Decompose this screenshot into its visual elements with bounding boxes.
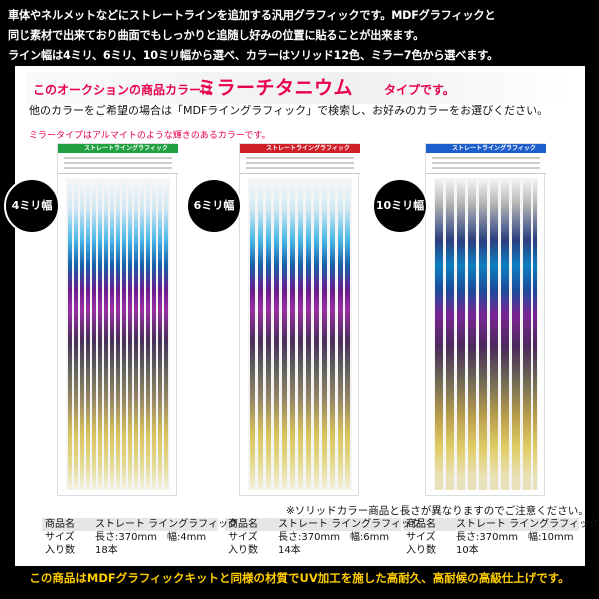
label-text: ストレートライングラフィック <box>452 145 536 152</box>
width-badge-6mm: 6ミリ幅 <box>186 178 242 234</box>
headline-suffix: タイプです。 <box>384 83 455 97</box>
headline-prefix: このオークションの商品カラーは <box>33 83 214 97</box>
spec-table-6mm: 商品名 ストレート ライングラフィック サイズ 長さ:370mm 幅:6mm 入り数… <box>228 518 421 557</box>
spec-value: 長さ:370mm 幅:4mm <box>95 532 207 543</box>
label-color-bar <box>240 144 360 153</box>
intro-text: 車体やネルメットなどにストレートラインを追加する汎用グラフィックです。MDFグラ… <box>8 6 598 66</box>
solid-color-note: ※ソリッドカラー商品と長さが異なりますのでご注意ください。 <box>286 505 589 517</box>
spec-key: サイズ <box>228 532 258 543</box>
spec-key: 入り数 <box>406 545 436 556</box>
footer-note: この商品はMDFグラフィックキットと同様の材質でUV加工を施した高耐久、高耐候の… <box>29 571 570 585</box>
spec-key: 商品名 <box>228 519 258 530</box>
label-text: ストレートライングラフィック <box>84 145 168 152</box>
intro-line-1: 車体やネルメットなどにストレートラインを追加する汎用グラフィックです。MDFグラ… <box>8 9 496 22</box>
spec-key: 商品名 <box>45 519 75 530</box>
headline-row: このオークションの商品カラーは ミラーチタニウム タイプです。 <box>25 72 573 104</box>
package-label: ストレートライングラフィック <box>58 144 178 174</box>
spec-value: ストレート ライングラフィック <box>278 519 421 530</box>
product-card-6mm: ストレートライングラフィック <box>239 143 360 496</box>
spec-value: 18本 <box>95 545 118 556</box>
package-label: ストレートライングラフィック <box>426 144 546 174</box>
spec-table-10mm: 商品名 ストレート ライングラフィック サイズ 長さ:370mm 幅:10mm 入り… <box>406 518 599 557</box>
label-color-bar <box>426 144 546 153</box>
spec-value: 14本 <box>278 545 301 556</box>
spec-key: 商品名 <box>406 519 436 530</box>
spec-value: ストレート ライングラフィック <box>95 519 238 530</box>
spec-key: サイズ <box>45 532 75 543</box>
spec-table-4mm: 商品名 ストレート ライングラフィック サイズ 長さ:370mm 幅:4mm 入り数… <box>45 518 238 557</box>
stripe-sheet <box>434 178 538 490</box>
spec-key: 入り数 <box>228 545 258 556</box>
headline-color-name: ミラーチタニウム <box>197 77 354 99</box>
label-text: ストレートライングラフィック <box>266 145 350 152</box>
search-guidance: 他のカラーをご希望の場合は「MDFライングラフィック」で検索し、お好みのカラーを… <box>29 104 549 117</box>
stripe-sheet <box>66 178 170 490</box>
spec-value: 長さ:370mm 幅:6mm <box>278 532 390 543</box>
mirror-note: ミラータイプはアルマイトのような輝きのあるカラーです。 <box>29 131 271 141</box>
intro-line-3: ライン幅は4ミリ、6ミリ、10ミリ幅から選べ、カラーはソリッド12色、ミラー7色… <box>8 49 499 62</box>
spec-key: 入り数 <box>45 545 75 556</box>
width-badge-4mm: 4ミリ幅 <box>4 178 60 234</box>
label-color-bar <box>58 144 178 153</box>
product-card-4mm: ストレートライングラフィック <box>57 143 178 496</box>
spec-key: サイズ <box>406 532 436 543</box>
width-badge-10mm: 10ミリ幅 <box>372 178 428 234</box>
product-panel: このオークションの商品カラーは ミラーチタニウム タイプです。 他のカラーをご希… <box>4 66 599 566</box>
intro-line-2: 同じ素材で出来ており曲面でもしっかりと追随し好みの位置に貼ることが出来ます。 <box>8 29 425 42</box>
spec-value: 長さ:370mm 幅:10mm <box>456 532 574 543</box>
stripe-sheet <box>248 178 352 490</box>
spec-value: 10本 <box>456 545 479 556</box>
product-card-10mm: ストレートライングラフィック <box>425 143 546 496</box>
spec-value: ストレート ライングラフィック <box>456 519 599 530</box>
package-label: ストレートライングラフィック <box>240 144 360 174</box>
